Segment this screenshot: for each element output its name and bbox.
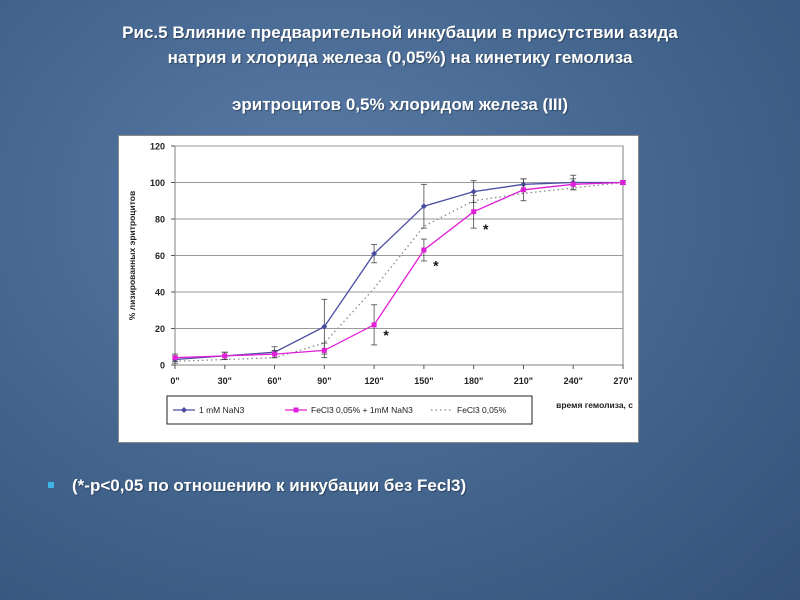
y-tick-label: 40 (155, 288, 165, 298)
bullet-icon (48, 481, 54, 488)
x-tick-label: 270" (613, 376, 632, 386)
x-tick-label: 90" (317, 376, 331, 386)
legend-marker (181, 407, 187, 413)
y-tick-label: 80 (155, 215, 165, 225)
chart-svg: 0 20 40 60 80 100 120 0" 30" 60" 90" 120" 150" 180" 21… (127, 142, 633, 425)
y-tick-label: 60 (155, 251, 165, 261)
x-tick-label: 180" (464, 376, 483, 386)
footnote: (*-р<0,05 по отношению к инкубации без F… (48, 476, 466, 496)
x-tick-label: 150" (414, 376, 433, 386)
data-point (420, 203, 427, 210)
title-line-1: Рис.5 Влияние предварительной инкубации … (122, 23, 678, 42)
x-tick-label: 0" (170, 376, 179, 386)
x-tick-label: 210" (514, 376, 533, 386)
data-point (321, 347, 327, 353)
data-point (620, 180, 626, 185)
significance-mark: * (433, 258, 439, 274)
data-point (570, 181, 576, 187)
data-point (321, 323, 328, 330)
y-tick-label: 120 (150, 142, 165, 152)
y-tick-label: 20 (155, 324, 165, 334)
legend-label: FeCl3 0,05% + 1mM NaN3 (311, 405, 413, 415)
legend-box (166, 395, 533, 425)
x-tick-label: 30" (218, 376, 232, 386)
significance-mark: * (483, 221, 489, 237)
footnote-text: (*-р<0,05 по отношению к инкубации без F… (72, 476, 467, 495)
x-tick-label: 240" (564, 376, 583, 386)
y-tick-label: 0 (160, 361, 165, 371)
data-point (470, 188, 477, 195)
x-tick-label: 60" (267, 376, 281, 386)
x-axis-label: время гемолиза, с (556, 400, 633, 410)
x-tick-label: 120" (364, 376, 383, 386)
y-tick-label: 100 (150, 178, 165, 188)
data-point (172, 355, 178, 361)
y-axis-label: % лизированных эритроцитов (127, 191, 137, 320)
chart-card: 0 20 40 60 80 100 120 0" 30" 60" 90" 120" 150" 180" 21… (118, 135, 639, 443)
slide-title: Рис.5 Влияние предварительной инкубации … (20, 20, 780, 117)
legend-marker (293, 407, 299, 413)
data-point (471, 209, 477, 215)
data-point (520, 187, 526, 193)
significance-mark: * (383, 327, 389, 343)
title-line-2: натрия и хлорида железа (0,05%) на кинет… (167, 48, 633, 67)
legend-label: 1 mM NaN3 (199, 405, 245, 415)
title-line-3: эритроцитов 0,5% хлоридом железа (III) (231, 95, 569, 114)
data-point (222, 353, 228, 359)
series-line (174, 181, 623, 361)
series-line (174, 181, 624, 359)
data-point (272, 351, 278, 357)
legend-label: FeCl3 0,05% (457, 405, 507, 415)
data-point (371, 250, 378, 257)
data-point (421, 247, 427, 253)
data-point (371, 322, 377, 328)
